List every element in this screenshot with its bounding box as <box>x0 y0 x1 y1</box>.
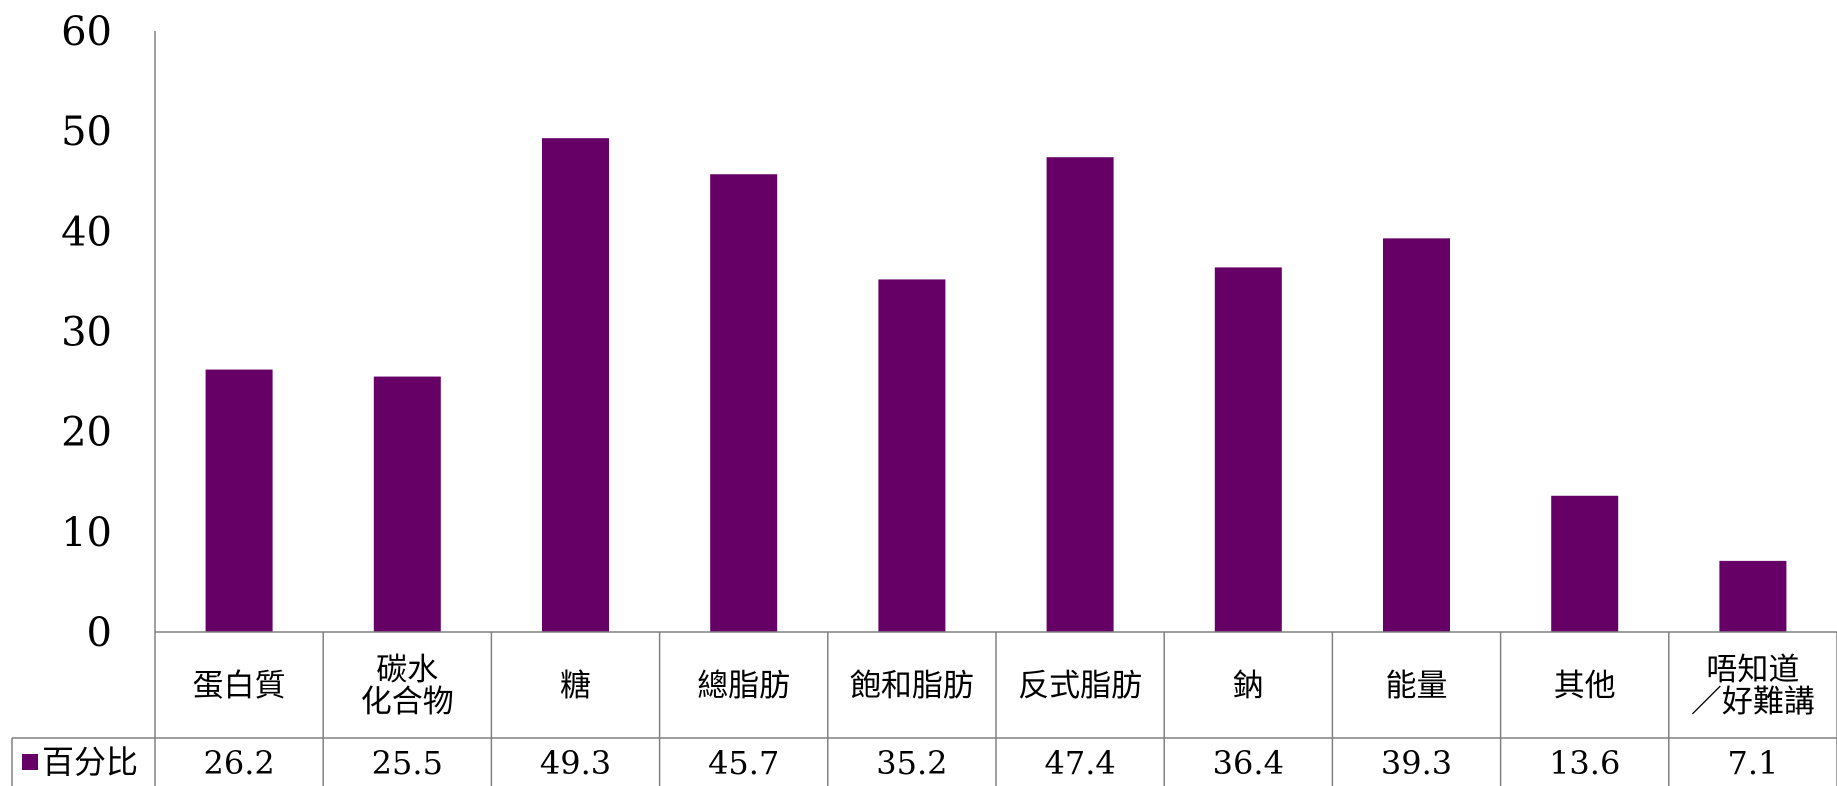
value-label: 13.6 <box>1549 744 1620 782</box>
category-label: 其他 <box>1554 668 1616 704</box>
bar <box>373 376 441 632</box>
value-label: 47.4 <box>1044 744 1115 782</box>
category-label: 唔知道 <box>1706 652 1799 688</box>
category-label: 反式脂肪 <box>1018 668 1142 704</box>
bar <box>1719 560 1787 632</box>
value-label: 49.3 <box>540 744 611 782</box>
y-tick-label: 0 <box>87 610 112 656</box>
category-label: 化合物 <box>361 684 454 720</box>
category-label: 能量 <box>1386 668 1448 704</box>
value-label: 25.5 <box>372 744 443 782</box>
value-label: 26.2 <box>203 744 274 782</box>
category-label: ／好難講 <box>1691 684 1815 720</box>
y-tick-label: 40 <box>61 209 112 255</box>
legend-swatch <box>22 754 38 770</box>
category-label: 蛋白質 <box>193 668 286 704</box>
y-tick-label: 20 <box>61 410 112 456</box>
value-labels: 26.2 25.5 49.3 45.7 35.2 47.4 36.4 39.3 13.6 7.1 <box>203 744 1778 782</box>
bars <box>205 138 1787 632</box>
value-label: 39.3 <box>1381 744 1452 782</box>
bar <box>1046 157 1114 632</box>
bar <box>1214 267 1282 632</box>
value-label: 45.7 <box>708 744 779 782</box>
data-table-grid <box>11 631 1837 786</box>
category-label: 糖 <box>560 668 591 704</box>
bar <box>1551 495 1619 632</box>
bar <box>1383 238 1450 632</box>
bar <box>542 138 609 632</box>
y-tick-label: 30 <box>61 310 112 356</box>
bar <box>878 279 946 632</box>
y-tick-label: 50 <box>61 109 112 155</box>
legend: 百分比 <box>22 743 138 781</box>
y-tick-label: 60 <box>61 9 112 55</box>
category-label: 飽和脂肪 <box>850 668 974 704</box>
category-label: 鈉 <box>1233 668 1264 704</box>
y-axis-ticks: 0 10 20 30 40 50 60 <box>61 9 156 786</box>
y-tick-label: 10 <box>61 510 112 556</box>
value-label: 35.2 <box>876 744 947 782</box>
legend-label: 百分比 <box>42 743 138 781</box>
category-label: 總脂肪 <box>697 668 790 704</box>
bar <box>205 369 273 632</box>
value-label: 36.4 <box>1213 744 1284 782</box>
bar <box>710 174 778 632</box>
category-label: 碳水 <box>376 652 438 688</box>
value-label: 7.1 <box>1727 744 1778 782</box>
